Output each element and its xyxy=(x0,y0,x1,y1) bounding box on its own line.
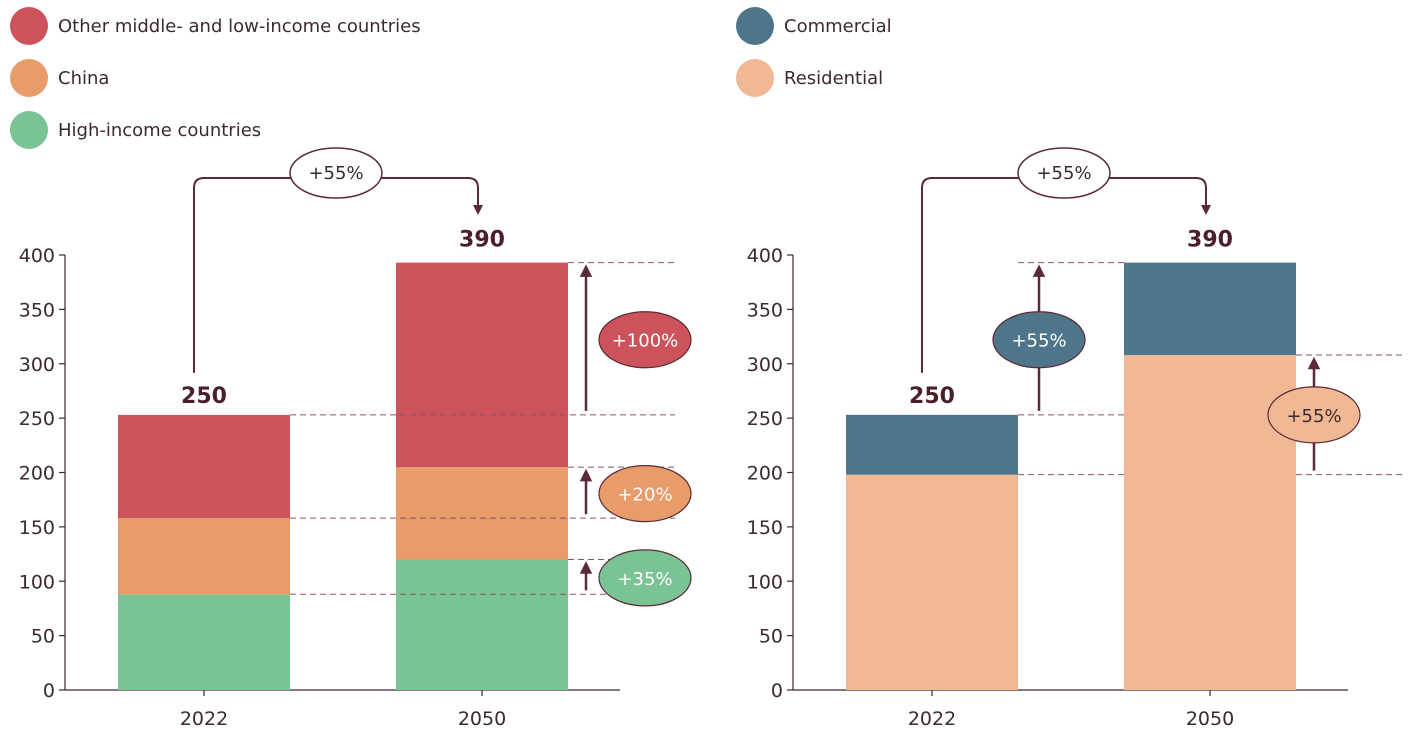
x-tick-label: 2022 xyxy=(908,708,956,729)
x-tick-label: 2022 xyxy=(180,708,228,729)
y-tick-label: 50 xyxy=(759,626,783,648)
total-label: 250 xyxy=(181,384,227,409)
total-label: 250 xyxy=(909,384,955,409)
x-tick-label: 2050 xyxy=(458,708,506,729)
y-tick-label: 0 xyxy=(771,680,783,702)
total-label: 390 xyxy=(459,228,505,253)
bar-segment xyxy=(118,518,290,595)
legend-swatch xyxy=(736,7,774,45)
change-label: +20% xyxy=(617,485,672,506)
bar-segment xyxy=(1124,355,1296,690)
legend-item-residential: Residential xyxy=(736,52,892,104)
y-tick-label: 350 xyxy=(747,299,783,321)
y-tick-label: 150 xyxy=(747,517,783,539)
bar-segment xyxy=(846,474,1018,690)
y-tick-label: 250 xyxy=(747,408,783,430)
y-tick-label: 0 xyxy=(43,680,55,702)
bar-segment xyxy=(396,559,568,690)
change-label: +55% xyxy=(1011,331,1066,352)
change-bubble xyxy=(598,465,692,523)
x-tick-label: 2050 xyxy=(1186,708,1234,729)
change-bubble xyxy=(992,311,1086,369)
bar-segment xyxy=(118,594,290,690)
total-change-bubble xyxy=(1017,147,1111,199)
y-tick-label: 300 xyxy=(19,354,55,376)
y-tick-label: 200 xyxy=(747,463,783,485)
legend-swatch xyxy=(10,7,48,45)
total-change-label: +55% xyxy=(308,163,363,184)
change-label: +100% xyxy=(612,331,679,352)
y-tick-label: 300 xyxy=(747,354,783,376)
chart-by-region: 0 50 100 150 200 250 300 350 400 2022 250 2050 390 +5… xyxy=(19,147,692,729)
total-change-label: +55% xyxy=(1036,163,1091,184)
y-tick-label: 150 xyxy=(19,517,55,539)
legend-item-other-countries: Other middle- and low-income countries xyxy=(10,0,421,52)
total-label: 390 xyxy=(1187,228,1233,253)
legend-label: Other middle- and low-income countries xyxy=(58,15,421,37)
y-tick-label: 350 xyxy=(19,299,55,321)
change-bubble xyxy=(598,549,692,607)
legend-label: Commercial xyxy=(784,15,892,37)
legend-swatch xyxy=(736,59,774,97)
change-label: +55% xyxy=(1286,406,1341,427)
y-tick-label: 100 xyxy=(19,571,55,593)
y-tick-label: 200 xyxy=(19,463,55,485)
y-tick-label: 50 xyxy=(31,626,55,648)
bar-segment xyxy=(118,414,290,519)
y-tick-label: 250 xyxy=(19,408,55,430)
legend-item-commercial: Commercial xyxy=(736,0,892,52)
y-tick-label: 400 xyxy=(747,245,783,267)
bar-segment xyxy=(1124,262,1296,356)
legend-swatch xyxy=(10,59,48,97)
legend-left: Other middle- and low-income countries C… xyxy=(10,0,421,156)
change-label: +35% xyxy=(617,569,672,590)
y-tick-label: 400 xyxy=(19,245,55,267)
legend-item-high-income: High-income countries xyxy=(10,104,421,156)
y-tick-label: 100 xyxy=(747,571,783,593)
change-bubble xyxy=(1267,386,1361,444)
bar-segment xyxy=(396,467,568,560)
bar-segment xyxy=(396,262,568,468)
legend-label: China xyxy=(58,67,110,89)
legend-label: Residential xyxy=(784,67,884,89)
legend-label: High-income countries xyxy=(58,119,262,141)
change-bubble xyxy=(598,311,692,369)
total-change-bubble xyxy=(289,147,383,199)
legend-swatch xyxy=(10,111,48,149)
bar-segment xyxy=(846,414,1018,475)
legend-item-china: China xyxy=(10,52,421,104)
legend-right: Commercial Residential xyxy=(736,0,892,104)
chart-by-sector: 0 50 100 150 200 250 300 350 400 2022 250 2050 390 +5… xyxy=(747,147,1405,729)
